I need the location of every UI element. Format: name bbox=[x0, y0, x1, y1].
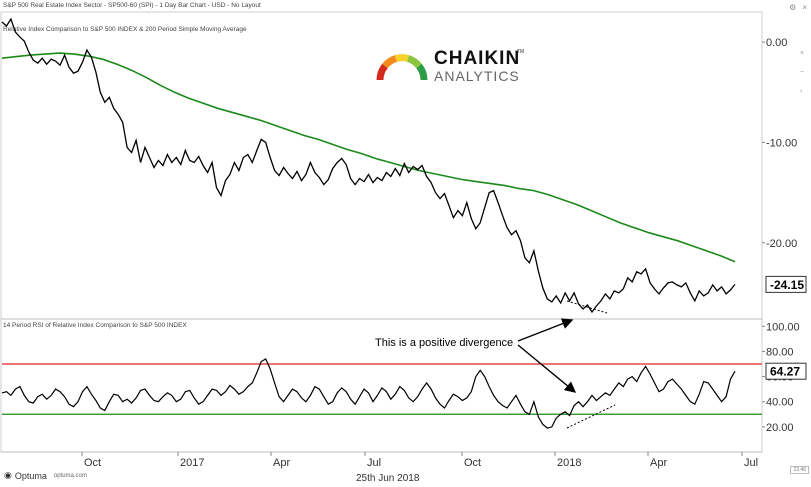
main-current-value-box bbox=[765, 275, 807, 293]
sma-line bbox=[1, 52, 736, 263]
main-current-value-text: -24.15 bbox=[770, 278, 804, 292]
x-tick-label: Oct bbox=[464, 457, 481, 469]
x-tick-label: 2017 bbox=[180, 457, 204, 469]
main-current-value: -24.15 bbox=[765, 275, 807, 293]
annotation-arrow-up bbox=[517, 318, 574, 342]
chart-title: S&P 500 Real Estate Index Sector - SP500… bbox=[3, 2, 261, 9]
divergence-annotation: This is a positive divergence bbox=[375, 337, 513, 349]
gear-icon[interactable]: ⚙ bbox=[789, 3, 797, 12]
y-tick-label: 0.00 bbox=[766, 37, 787, 49]
relative-index-panel-title: Relative Index Comparison to S&P 500 IND… bbox=[3, 26, 247, 33]
main-divergence-line bbox=[566, 300, 608, 314]
corner-value: 13.46 bbox=[790, 466, 809, 474]
rsi-y-tick-label: 20.00 bbox=[766, 422, 794, 434]
rsi-divergence-line bbox=[566, 404, 616, 429]
y-tick-label: -10.00 bbox=[766, 137, 797, 149]
x-tick-label: 2018 bbox=[557, 457, 581, 469]
logo-wordmark-bottom: ANALYTICS bbox=[434, 68, 520, 84]
optuma-logo-icon: ◉ bbox=[4, 470, 12, 480]
logo-wordmark-top: CHAIKIN bbox=[434, 48, 521, 69]
footer-brand-name: Optuma bbox=[14, 470, 47, 481]
x-tick-label: Jul bbox=[744, 457, 758, 469]
chart-toolbar: ⚙ × bbox=[789, 3, 807, 12]
x-tick-label: Apr bbox=[650, 457, 667, 469]
rsi-current-value-box bbox=[765, 362, 807, 380]
gauge-logo-icon bbox=[376, 54, 428, 81]
footer-brand-url[interactable]: optuma.com bbox=[53, 472, 87, 479]
rsi-current-value-text: 64.27 bbox=[770, 365, 800, 379]
x-tick-label: Jul bbox=[367, 457, 381, 469]
relative-index-line bbox=[1, 17, 736, 314]
close-icon[interactable]: × bbox=[800, 50, 805, 57]
footer-brand: ◉ Optuma optuma.com bbox=[4, 470, 87, 481]
side-controls: × − ‹ bbox=[800, 50, 804, 95]
annotation-arrow-down bbox=[517, 344, 577, 393]
chevron-left-icon[interactable]: ‹ bbox=[800, 88, 803, 95]
rsi-panel-title: 14 Period RSI of Relative Index Comparis… bbox=[3, 322, 187, 329]
chaikin-logo: CHAIKIN TM ANALYTICS bbox=[376, 48, 526, 84]
footer-date: 25th Jun 2018 bbox=[356, 473, 420, 484]
rsi-y-tick-label: 100.00 bbox=[766, 321, 800, 333]
x-tick-label: Oct bbox=[84, 457, 101, 469]
rsi-y-tick-label: 80.00 bbox=[766, 346, 794, 358]
y-tick-label: -20.00 bbox=[766, 238, 797, 250]
close-button[interactable]: × bbox=[802, 3, 807, 12]
rsi-current-value: 64.27 bbox=[765, 362, 807, 380]
rsi-line bbox=[1, 358, 736, 429]
x-tick-label: Apr bbox=[273, 457, 290, 469]
rsi-y-tick-label: 40.00 bbox=[766, 397, 794, 409]
logo-trademark: TM bbox=[517, 49, 525, 55]
minus-icon[interactable]: − bbox=[800, 69, 805, 76]
